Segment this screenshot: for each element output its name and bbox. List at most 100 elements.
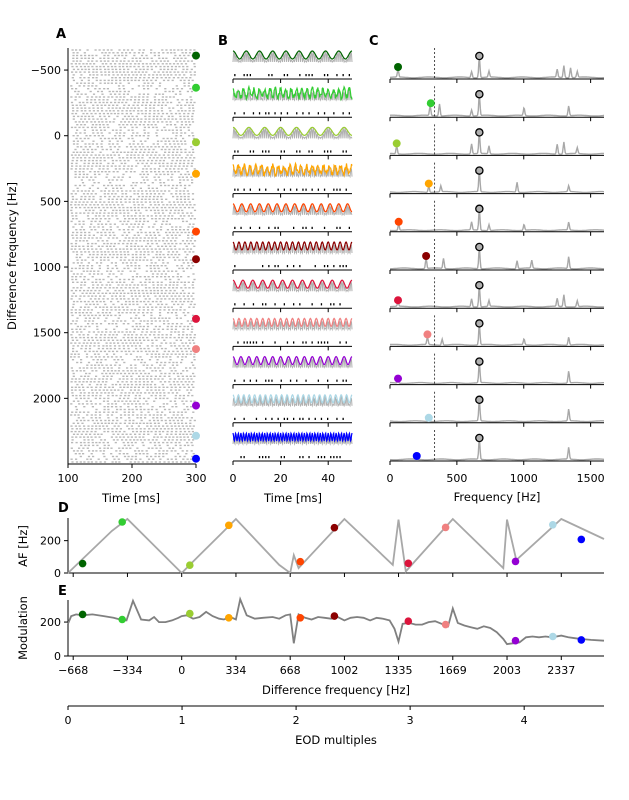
- raster-dot: [93, 63, 96, 65]
- raster-dot: [82, 112, 85, 115]
- raster-dot: [123, 267, 126, 270]
- raster-dot: [102, 375, 105, 377]
- raster-dot: [181, 204, 184, 206]
- raster-dot: [158, 234, 161, 236]
- raster-dot: [153, 54, 156, 57]
- raster-dot: [80, 54, 83, 57]
- raster-dot: [99, 323, 103, 325]
- raster-dot: [93, 121, 97, 123]
- raster-dot: [142, 397, 146, 400]
- raster-dot: [88, 317, 91, 319]
- raster-dot: [87, 361, 91, 364]
- raster-dot: [137, 389, 140, 391]
- raster-dot: [179, 93, 182, 95]
- raster-dot: [162, 165, 165, 167]
- raster-dot: [105, 245, 108, 247]
- raster-dot: [138, 336, 141, 339]
- raster-dot: [79, 237, 82, 239]
- raster-dot: [186, 240, 189, 242]
- raster-dot: [71, 331, 74, 333]
- raster-dot: [94, 356, 97, 358]
- raster-dot: [178, 253, 181, 256]
- raster-dot: [177, 336, 180, 339]
- raster-dot: [117, 54, 120, 57]
- raster-dot: [190, 68, 193, 71]
- raster-dot: [116, 171, 119, 173]
- raster-dot: [190, 389, 193, 391]
- spike: [262, 150, 264, 153]
- raster-dot: [88, 234, 91, 236]
- raster-dot: [91, 165, 94, 167]
- carrier-trace: [232, 281, 353, 293]
- raster-dot: [100, 146, 103, 148]
- xtick-label: −668: [58, 664, 88, 677]
- raster-dot: [138, 93, 141, 95]
- xtick-label: 0: [178, 664, 185, 677]
- panel-c-spectra: 0 500 1000 1500 Frequency [Hz]: [387, 48, 605, 504]
- raster-dot: [178, 267, 181, 270]
- raster-dot: [101, 52, 104, 54]
- raster-dot: [186, 68, 189, 71]
- raster-dot: [137, 195, 141, 198]
- raster-dot: [125, 300, 128, 303]
- raster-dot: [79, 419, 83, 422]
- raster-dot: [113, 359, 116, 361]
- spike: [330, 150, 332, 153]
- raster-dot: [78, 403, 81, 405]
- raster-dot: [168, 447, 171, 449]
- raster-dot: [107, 422, 110, 424]
- raster-dot: [148, 350, 151, 353]
- raster-dot: [145, 400, 148, 402]
- raster-dot: [190, 295, 193, 297]
- raster-dot: [75, 162, 78, 165]
- raster-dot: [157, 204, 160, 206]
- raster-dot: [125, 63, 128, 65]
- raster-dot: [135, 430, 138, 433]
- raster-dot: [126, 168, 129, 170]
- raster-dot: [154, 93, 157, 95]
- raster-dot: [100, 129, 103, 131]
- raster-dot: [176, 63, 179, 65]
- raster-dot: [142, 223, 145, 225]
- raster-dot: [71, 215, 74, 217]
- raster-dot: [138, 49, 141, 51]
- raster-dot: [127, 267, 130, 270]
- raster-dot: [167, 306, 170, 308]
- raster-dot: [115, 430, 118, 433]
- raster-dot: [94, 220, 97, 223]
- raster-dot: [117, 154, 121, 156]
- raster-dot: [182, 403, 185, 405]
- raster-dot: [172, 96, 175, 98]
- raster-dot: [150, 430, 153, 433]
- raster-dot: [127, 215, 130, 217]
- raster-dot: [124, 74, 127, 76]
- raster-dot: [104, 209, 107, 212]
- raster-dot: [101, 292, 104, 294]
- raster-dot: [97, 317, 100, 319]
- raster-dot: [169, 49, 172, 51]
- raster-dot: [173, 400, 177, 402]
- raster-dot: [103, 314, 106, 317]
- raster-dot: [135, 253, 138, 256]
- raster-dot: [152, 350, 155, 353]
- raster-dot: [165, 223, 168, 225]
- raster-dot: [79, 206, 82, 209]
- raster-dot: [160, 104, 164, 106]
- raster-dot: [100, 262, 103, 264]
- raster-dot: [134, 124, 137, 126]
- raster-dot: [121, 331, 124, 333]
- raster-dot: [135, 334, 138, 336]
- raster-dot: [94, 215, 97, 217]
- raster-dot: [124, 394, 127, 397]
- raster-dot: [188, 107, 191, 109]
- raster-dot: [82, 148, 85, 151]
- raster-dot: [146, 306, 149, 308]
- spike: [308, 456, 310, 459]
- raster-dot: [171, 115, 174, 118]
- raster-dot: [100, 334, 103, 336]
- raster-dot: [138, 323, 141, 325]
- raster-dot: [88, 325, 91, 328]
- raster-dot: [178, 345, 181, 347]
- raster-dot: [118, 278, 122, 281]
- spike: [336, 379, 338, 382]
